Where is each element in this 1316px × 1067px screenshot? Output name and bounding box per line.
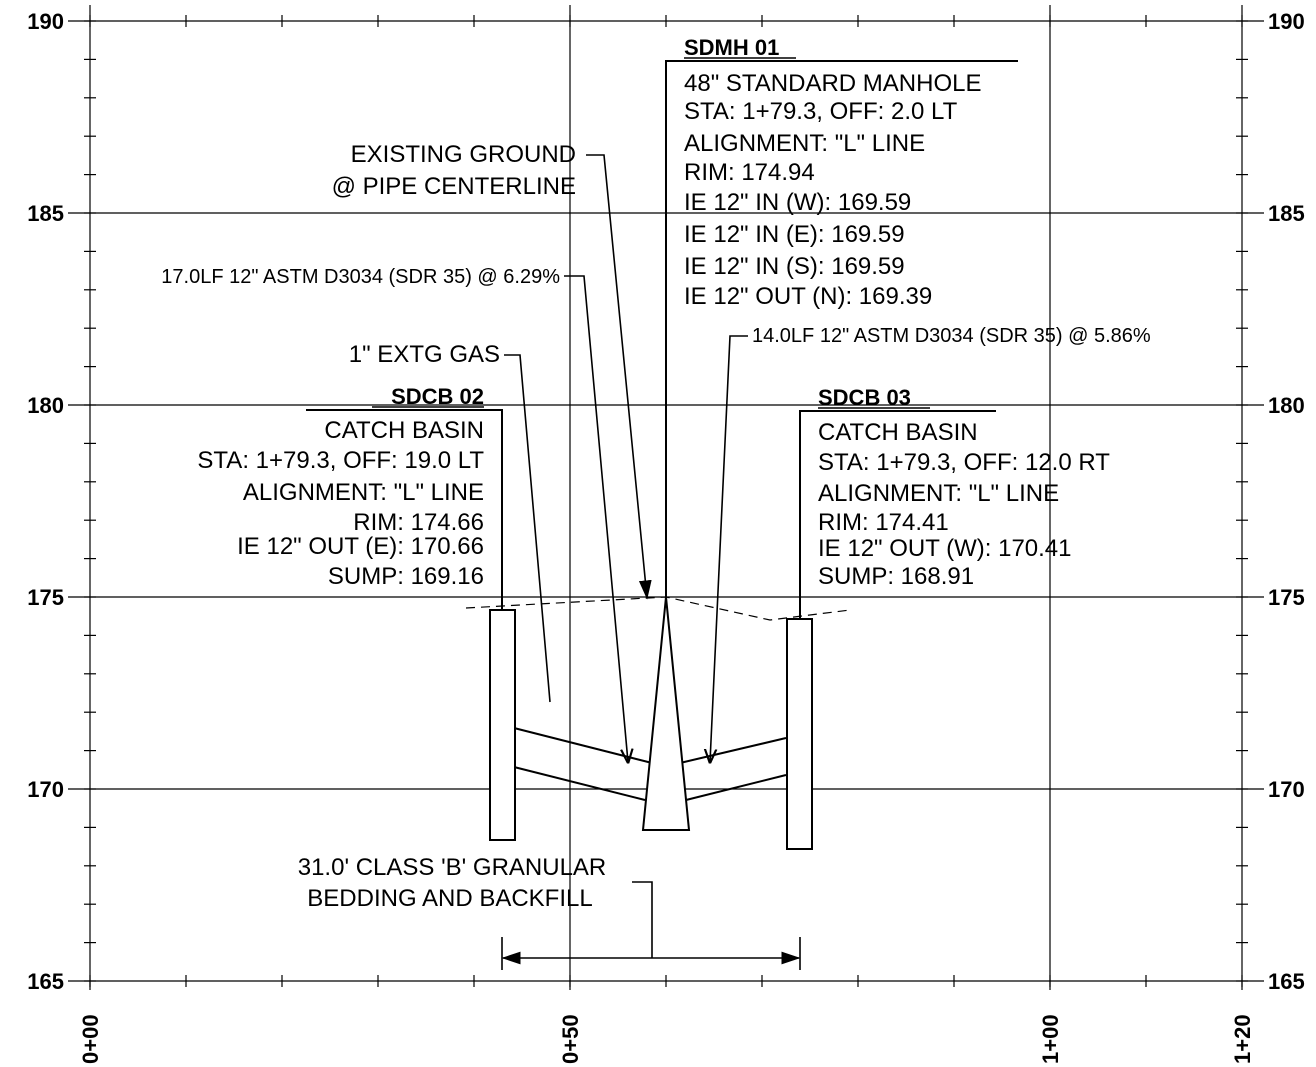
x-axis: 0+00 0+50 1+00 1+20	[78, 1014, 1255, 1064]
sdmh-01-line: IE 12" IN (S): 169.59	[684, 253, 905, 280]
y-tick-label: 170	[27, 777, 64, 802]
sdcb-02-line: ALIGNMENT: "L" LINE	[243, 479, 484, 506]
pipes	[513, 727, 787, 801]
sdmh-01-title: SDMH 01	[684, 35, 779, 60]
x-tick-label: 0+50	[558, 1014, 583, 1064]
sdmh-01-line: IE 12" IN (W): 169.59	[684, 189, 911, 216]
pipe-left-callout: 17.0LF 12" ASTM D3034 (SDR 35) @ 6.29%	[161, 266, 628, 762]
y-tick-label: 185	[1268, 201, 1305, 226]
sdmh-01-label: SDMH 01 48" STANDARD MANHOLE STA: 1+79.3…	[665, 35, 1018, 597]
pipe-right-text: 14.0LF 12" ASTM D3034 (SDR 35) @ 5.86%	[752, 325, 1151, 347]
sdcb-02-line: STA: 1+79.3, OFF: 19.0 LT	[197, 447, 484, 474]
y-tick-label: 175	[1268, 585, 1305, 610]
pipe-left-bottom	[513, 766, 646, 801]
sdcb-02-line: RIM: 174.66	[353, 509, 484, 536]
sdmh-01-line: 48" STANDARD MANHOLE	[684, 70, 981, 97]
pipe-left-top	[513, 727, 653, 764]
existing-ground-line	[465, 596, 851, 621]
existing-ground-text: @ PIPE CENTERLINE	[332, 173, 576, 200]
sdmh-01-structure	[641, 596, 691, 831]
sdcb-03-line: STA: 1+79.3, OFF: 12.0 RT	[818, 449, 1110, 476]
existing-ground-callout: EXISTING GROUND @ PIPE CENTERLINE	[332, 141, 652, 600]
sdcb-03-title: SDCB 03	[818, 385, 911, 410]
y-tick-label: 175	[27, 585, 64, 610]
pipe-right-top	[679, 737, 787, 764]
sdmh-01-line: IE 12" OUT (N): 169.39	[684, 283, 932, 310]
sdcb-02-line: IE 12" OUT (E): 170.66	[237, 533, 484, 560]
y-tick-label: 165	[27, 969, 64, 994]
sdcb-02-line: SUMP: 169.16	[328, 563, 484, 590]
bedding-text: BEDDING AND BACKFILL	[307, 885, 592, 912]
sdcb-03-line: CATCH BASIN	[818, 419, 978, 446]
x-tick-label: 1+20	[1230, 1014, 1255, 1064]
sdcb-02-structure	[489, 609, 516, 841]
sdcb-02-label: SDCB 02 CATCH BASIN STA: 1+79.3, OFF: 19…	[197, 384, 503, 610]
bedding-callout: 31.0' CLASS 'B' GRANULAR BEDDING AND BAC…	[298, 854, 801, 970]
sdcb-02-line: CATCH BASIN	[324, 417, 484, 444]
y-tick-label: 165	[1268, 969, 1305, 994]
sdcb-03-structure	[786, 618, 813, 850]
y-tick-label: 180	[1268, 393, 1305, 418]
bedding-text: 31.0' CLASS 'B' GRANULAR	[298, 854, 607, 881]
y-tick-label: 190	[1268, 9, 1305, 34]
y-tick-label: 190	[27, 9, 64, 34]
sdmh-01-line: IE 12" IN (E): 169.59	[684, 221, 905, 248]
sdmh-01-line: ALIGNMENT: "L" LINE	[684, 130, 925, 157]
existing-ground-text: EXISTING GROUND	[351, 141, 576, 168]
gas-text: 1" EXTG GAS	[349, 341, 500, 368]
gas-callout: 1" EXTG GAS	[349, 341, 551, 703]
sdcb-02-title: SDCB 02	[391, 384, 484, 409]
y-tick-label: 170	[1268, 777, 1305, 802]
sdcb-03-line: SUMP: 168.91	[818, 563, 974, 590]
x-tick-label: 0+00	[78, 1014, 103, 1064]
sdcb-03-line: RIM: 174.41	[818, 509, 949, 536]
sdcb-03-line: IE 12" OUT (W): 170.41	[818, 535, 1072, 562]
pipe-right-callout: 14.0LF 12" ASTM D3034 (SDR 35) @ 5.86%	[710, 325, 1151, 762]
pipe-left-text: 17.0LF 12" ASTM D3034 (SDR 35) @ 6.29%	[161, 266, 560, 288]
minor-ticks	[84, 15, 1248, 987]
sdcb-03-label: SDCB 03 CATCH BASIN STA: 1+79.3, OFF: 12…	[799, 385, 1110, 619]
y-axis-left: 190 185 180 175 170 165	[27, 9, 64, 994]
sdmh-01-line: RIM: 174.94	[684, 159, 815, 186]
sdcb-03-line: ALIGNMENT: "L" LINE	[818, 480, 1059, 507]
y-tick-label: 185	[27, 201, 64, 226]
x-tick-label: 1+00	[1038, 1014, 1063, 1064]
y-tick-label: 180	[27, 393, 64, 418]
pipe-right-bottom	[685, 774, 787, 801]
sdmh-01-line: STA: 1+79.3, OFF: 2.0 LT	[684, 98, 958, 125]
y-axis-right: 190 185 180 175 170 165	[1268, 9, 1305, 994]
